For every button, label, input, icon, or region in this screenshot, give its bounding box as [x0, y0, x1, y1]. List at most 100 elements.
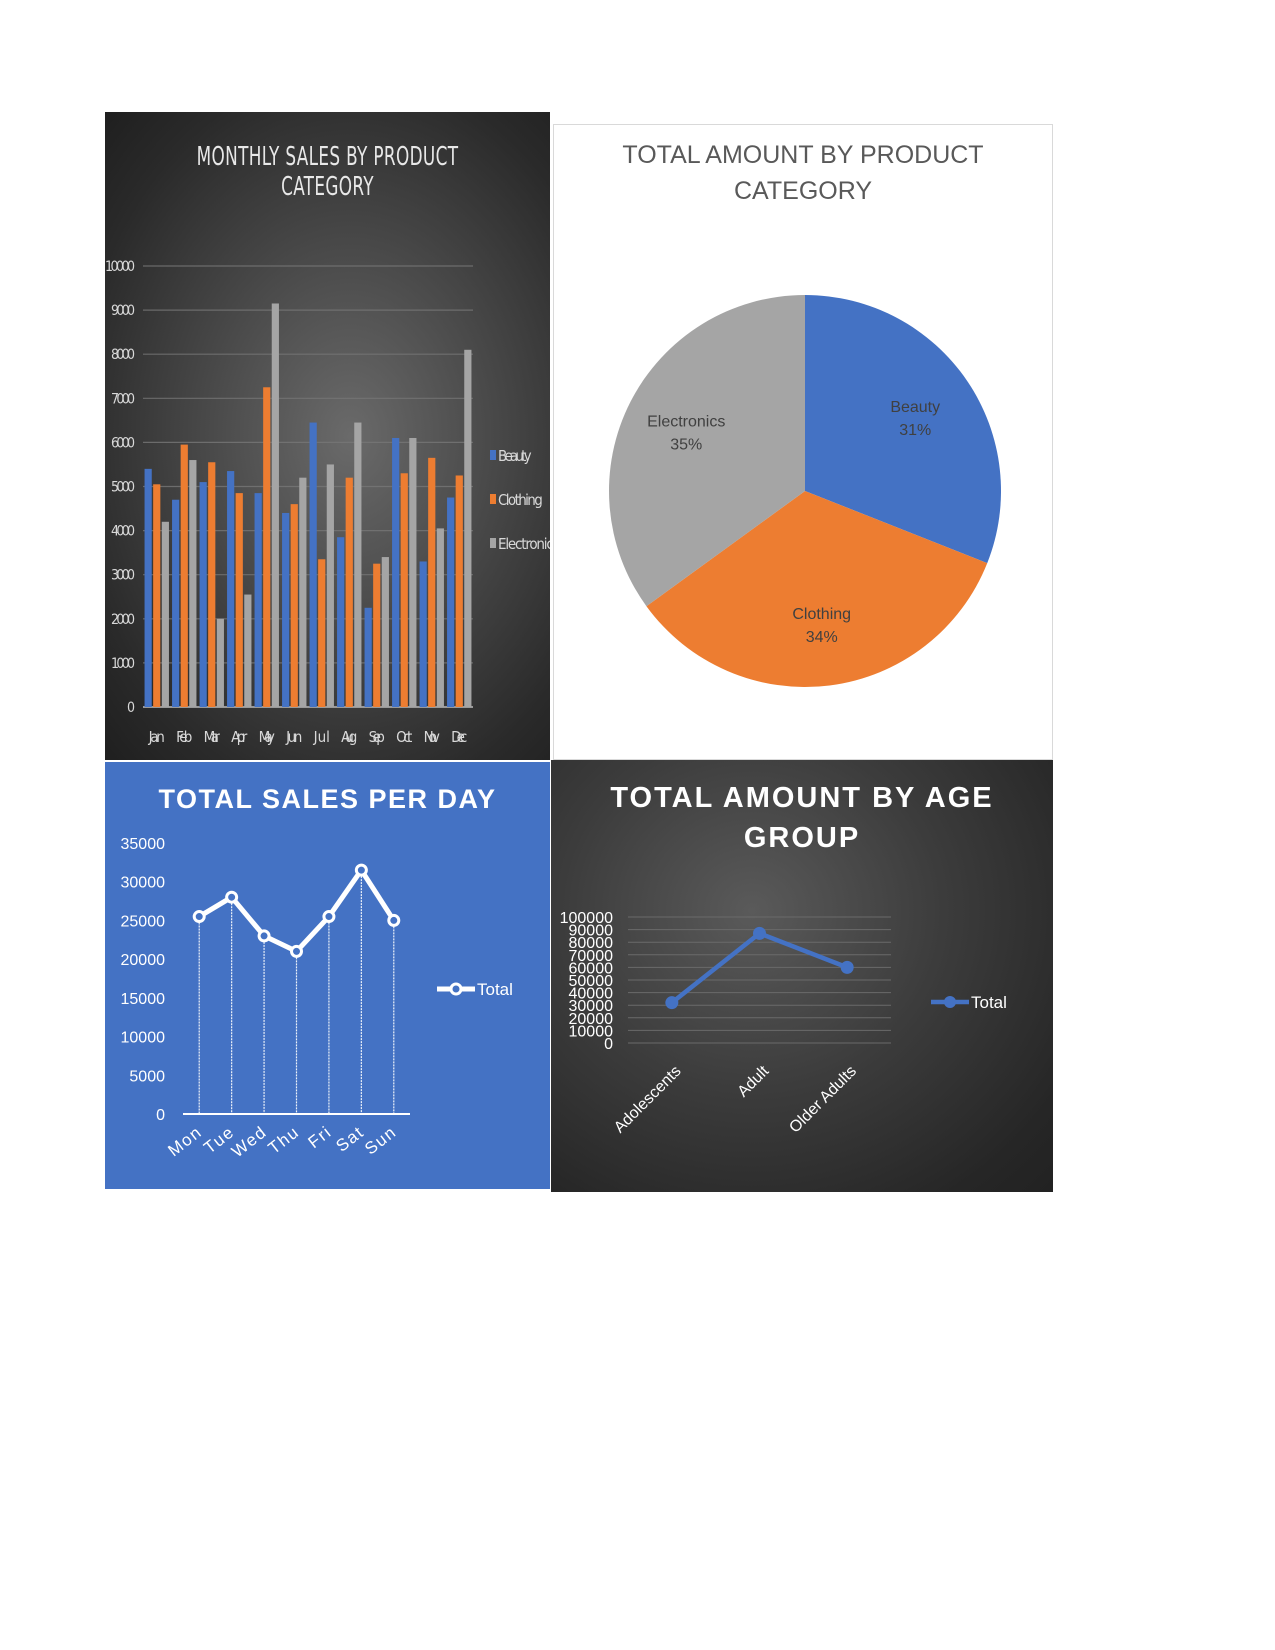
bar-clothing: [345, 477, 353, 707]
chart-title: TOTAL SALES PER DAY: [158, 784, 497, 814]
bar-beauty: [144, 468, 152, 707]
y-tick-label: 10000: [121, 1030, 166, 1047]
y-tick-label: 7000: [111, 391, 135, 407]
pie-slice-electronics: [609, 295, 805, 607]
x-tick-label: Thu: [265, 1122, 303, 1158]
bar-clothing: [290, 504, 298, 707]
bar-electronics: [189, 460, 197, 707]
bar-beauty: [447, 497, 455, 707]
x-tick-label: Wed: [228, 1122, 271, 1161]
bar-clothing: [180, 444, 188, 707]
y-tick-label: 0: [604, 1036, 613, 1053]
y-tick-label: 8000: [111, 347, 135, 363]
bar-electronics: [409, 437, 417, 707]
x-tick-label: Sep: [369, 728, 385, 746]
age-group-chart-panel: TOTAL AMOUNT BY AGE GROUP 0 10000 20000 300…: [551, 760, 1053, 1192]
bar-beauty: [309, 422, 317, 707]
y-tick-label: 10000: [105, 259, 135, 275]
pie-label-percent: 31%: [899, 422, 931, 439]
data-point: [840, 960, 854, 974]
y-tick-label: 60000: [569, 960, 614, 977]
bar-beauty: [172, 499, 180, 707]
y-tick-label: 2000: [111, 612, 135, 628]
bar-beauty: [282, 512, 290, 707]
y-tick-label: 20000: [569, 1011, 614, 1028]
bar-beauty: [419, 561, 427, 707]
y-tick-label: 9000: [111, 303, 135, 319]
pie-label-percent: 35%: [670, 436, 702, 453]
x-tick-label: Older Adults: [786, 1063, 860, 1137]
y-tick-label: 35000: [121, 836, 166, 853]
x-tick-label: Oct: [396, 728, 412, 746]
bar-electronics: [161, 521, 169, 707]
data-point: [753, 926, 766, 940]
bar-beauty: [364, 607, 372, 707]
y-tick-label: 25000: [121, 913, 166, 930]
legend-swatch: [490, 538, 496, 548]
y-tick-label: 5000: [129, 1068, 165, 1085]
x-tick-label: Jan: [148, 728, 165, 746]
legend-swatch: [490, 450, 496, 460]
legend-marker: [449, 982, 463, 996]
legend-label: Total: [971, 993, 1007, 1012]
legend-marker: [944, 996, 956, 1008]
bar-beauty: [337, 537, 345, 707]
data-point: [225, 890, 239, 904]
series-line-total: [197, 867, 396, 954]
pie-slice-beauty: [805, 295, 1002, 564]
data-point: [387, 913, 401, 927]
x-tick-label: May: [259, 728, 275, 746]
bar-electronics: [381, 557, 389, 707]
x-tick-label: Jul: [313, 728, 330, 746]
y-tick-label: 6000: [111, 435, 135, 451]
y-tick-label: 0: [156, 1107, 165, 1124]
y-tick-label: 20000: [121, 952, 166, 969]
data-point: [290, 944, 303, 958]
legend-swatch: [490, 494, 496, 504]
bar-electronics: [326, 464, 334, 707]
bar-clothing: [263, 387, 271, 707]
monthly-sales-svg: 0 1000 2000 3000 4000 5000 6000 7000 8000 9000 100…: [105, 259, 550, 746]
x-tick-label: Jun: [285, 728, 302, 746]
x-tick-label: Feb: [176, 728, 192, 746]
legend-label: Beauty: [498, 447, 532, 465]
bar-clothing: [208, 462, 216, 707]
x-tick-label: Aug: [341, 728, 357, 746]
x-tick-label: Mar: [204, 728, 221, 746]
y-tick-label: 30000: [121, 875, 166, 892]
y-tick-label: 15000: [121, 991, 166, 1008]
legend-label: Electronics: [498, 535, 550, 553]
bar-electronics: [299, 477, 307, 707]
x-tick-label: Mon: [164, 1122, 205, 1160]
bar-clothing: [318, 559, 326, 707]
bar-electronics: [216, 618, 224, 707]
y-tick-label: 0: [127, 700, 135, 716]
chart-title: MONTHLY SALES BY PRODUCT CATEGORY: [196, 142, 459, 202]
y-tick-label: 90000: [569, 923, 614, 940]
pie-slice-clothing: [646, 491, 988, 687]
pie-label-name: Electronics: [647, 413, 725, 430]
age-group-svg: 0100002000030000400005000060000700008000…: [560, 910, 1007, 1137]
y-tick-label: 5000: [111, 480, 135, 496]
bar-beauty: [254, 493, 262, 707]
y-tick-label: 4000: [111, 524, 135, 540]
x-tick-label: Nov: [424, 728, 440, 746]
y-tick-label: 100000: [560, 910, 613, 927]
bar-electronics: [464, 349, 472, 707]
bar-electronics: [436, 528, 444, 707]
bar-clothing: [153, 484, 161, 707]
pie-label-name: Beauty: [890, 399, 940, 416]
y-tick-label: 50000: [569, 973, 614, 990]
y-tick-label: 40000: [569, 986, 614, 1003]
category-pie-chart-panel: TOTAL AMOUNT BY PRODUCT CATEGORY Beauty 3…: [553, 124, 1053, 760]
bar-clothing: [428, 457, 436, 707]
data-point: [192, 910, 206, 924]
y-tick-label: 80000: [569, 935, 614, 952]
legend-label: Total: [477, 980, 513, 999]
bar-electronics: [244, 594, 252, 707]
data-point: [665, 996, 679, 1010]
bar-clothing: [455, 475, 463, 707]
data-point: [257, 929, 271, 943]
bar-beauty: [199, 482, 207, 707]
x-tick-label: Adolescents: [611, 1063, 685, 1137]
